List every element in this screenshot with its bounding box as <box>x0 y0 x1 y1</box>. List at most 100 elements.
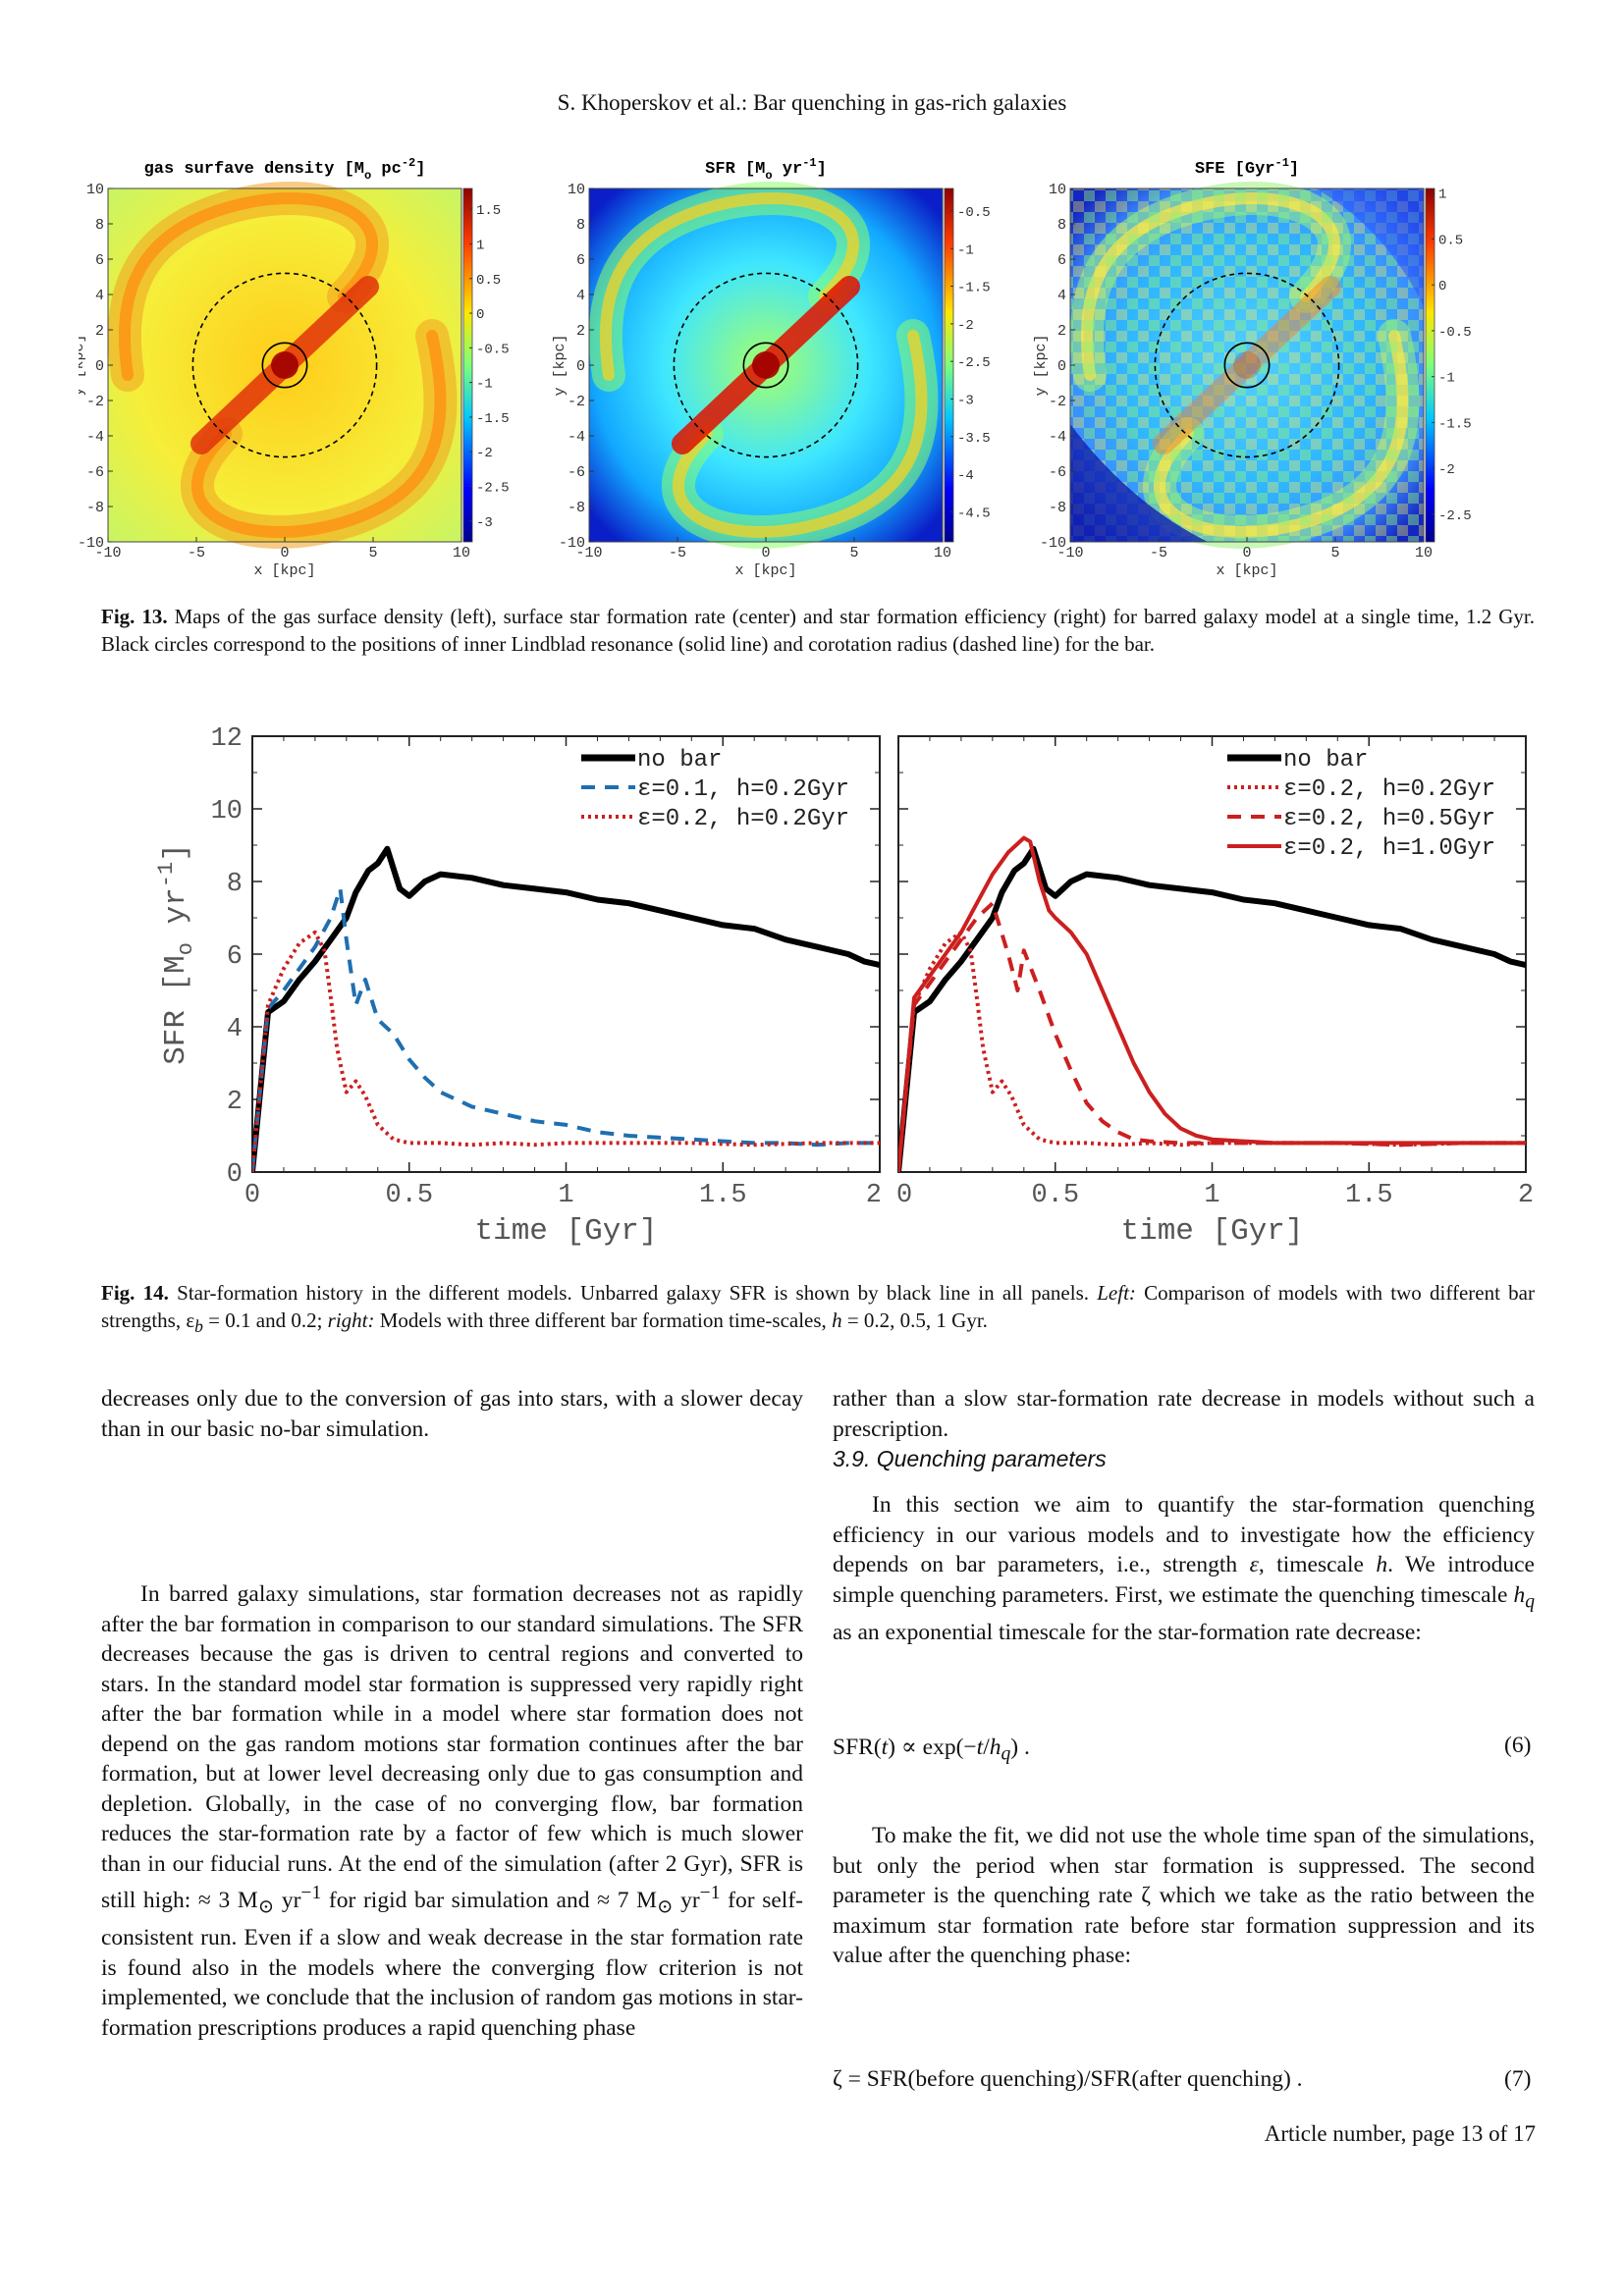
bar-structure <box>1153 276 1341 454</box>
nucleus <box>271 351 298 379</box>
map-void <box>1316 188 1424 306</box>
series-line <box>252 845 880 1172</box>
y-tick-label: 2 <box>95 323 104 340</box>
colorbar-tick-label: -1 <box>476 377 493 393</box>
map-panel-sfr: SFR [Mo yr-1] -10 -5 0 5 10 10 8 6 4 2 0 -2 -4 -6 -8 -10… <box>552 156 991 579</box>
page-footer: Article number, page 13 of 17 <box>1264 2121 1536 2146</box>
y-tick-label: 6 <box>1057 252 1066 269</box>
colorbar-tick-label: -4.5 <box>957 506 991 521</box>
y-tick-label: -4 <box>1049 429 1066 446</box>
colorbar-tick-label: 0 <box>476 307 484 323</box>
colorbar-tick-label: -2.5 <box>476 481 510 497</box>
y-tick-label: 0 <box>227 1160 243 1190</box>
colorbar-tick-label: -1.5 <box>957 281 991 296</box>
left-p2-c: for rigid bar simulation and ≈ 7 M <box>321 1887 658 1913</box>
colorbar-tick-label: 0 <box>1438 279 1446 294</box>
sun-symbol-2: ⊙ <box>657 1896 674 1918</box>
ilr-circle <box>1223 342 1271 389</box>
y-axis-label: SFR [Mo yr-1] <box>154 843 198 1065</box>
colorbar-tick-label: -2 <box>1438 462 1455 478</box>
map-texture <box>1070 188 1424 542</box>
y-tick-label: 10 <box>568 182 585 198</box>
right-paragraph-2: In this section we aim to quantify the s… <box>833 1490 1535 1647</box>
right-column-2: In this section we aim to quantify the s… <box>833 1490 1535 1647</box>
x-tick-label: -10 <box>575 545 602 561</box>
corotation-circle <box>673 272 859 458</box>
legend-label: no bar <box>1283 747 1368 774</box>
h-symbol: h <box>1376 1552 1388 1577</box>
exponent-1: −1 <box>300 1883 322 1903</box>
y-tick-label: -10 <box>79 535 104 552</box>
fig13-caption-label: Fig. 13. <box>101 605 168 628</box>
nucleus <box>752 351 780 379</box>
equation-7-number: (7) <box>1504 2066 1532 2092</box>
equation-6: SFR(t) ∝ exp(−t/hq) . <box>833 1733 1030 1766</box>
x-tick-label: 0 <box>896 1181 912 1210</box>
colorbar-tick-label: 0.5 <box>476 273 501 289</box>
y-tick-label: 0 <box>576 358 585 375</box>
y-tick-label: -2 <box>86 394 104 410</box>
y-tick-label: -2 <box>1049 394 1066 410</box>
y-tick-label: 0 <box>95 358 104 375</box>
y-tick-label: -10 <box>559 535 585 552</box>
eq6-lhs: SFR( <box>833 1735 882 1760</box>
exponent-2: −1 <box>699 1883 721 1903</box>
y-tick-label: -4 <box>568 429 585 446</box>
eq6-mid: ) ∝ exp(− <box>888 1735 977 1760</box>
series-line <box>898 845 1526 1172</box>
plot-frame <box>897 735 1527 1173</box>
y-tick-label: 4 <box>95 288 104 304</box>
map-panel-gas: gas surfave density [Mo pc-2]-10 -5 0 5 1010… <box>79 156 510 579</box>
y-axis-label: y [kpc] <box>552 334 568 396</box>
colorbar-tick-label: -2 <box>957 318 974 334</box>
y-tick-label: -4 <box>86 429 104 446</box>
x-axis-label: time [Gyr] <box>1120 1214 1303 1249</box>
colorbar-tick-label: -0.5 <box>1438 325 1472 341</box>
y-tick-label: 10 <box>211 797 243 827</box>
x-tick-label: -5 <box>669 545 686 561</box>
colorbar-tick-label: -2 <box>476 446 493 461</box>
x-tick-label: 5 <box>849 545 858 561</box>
colorbar-tick-label: -2.5 <box>957 355 991 371</box>
y-tick-label: 4 <box>1057 288 1066 304</box>
y-tick-label: 2 <box>576 323 585 340</box>
y-axis-label: y [kpc] <box>1033 334 1050 396</box>
x-tick-label: 1.5 <box>1345 1181 1393 1210</box>
figure-13: gas surfave density [Mo pc-2]-10 -5 0 5 1010… <box>79 156 1472 579</box>
fig14-caption-text4: Models with three different bar formatio… <box>374 1308 833 1332</box>
y-tick-label: -8 <box>86 500 104 516</box>
sfr-panel-left: 0 0.5 1 1.5 2 0 2 4 6 8 10 12 time [Gyr] no barε=0.1,… <box>211 724 882 1249</box>
colorbar-tick-label: -3.5 <box>957 431 991 447</box>
fig14-caption-text2: Comparison of models with two different … <box>101 1281 1535 1332</box>
left-p2-e: for self-consistent run. Even if a slow … <box>101 1887 803 2041</box>
colorbar-tick-label: -1 <box>957 242 974 258</box>
y-tick-label: -2 <box>568 394 585 410</box>
series-line <box>898 901 1526 1172</box>
fig14-caption-text5: = 0.2, 0.5, 1 Gyr. <box>841 1308 988 1332</box>
plot-frame <box>251 735 881 1173</box>
equation-7: ζ = SFR(before quenching)/SFR(after quen… <box>833 2066 1303 2092</box>
x-axis-label: x [kpc] <box>734 562 796 579</box>
x-tick-label: 5 <box>1330 545 1339 561</box>
x-tick-label: 0 <box>280 545 289 561</box>
left-column-2: In barred galaxy simulations, star forma… <box>101 1579 803 2043</box>
eq6-t: t <box>881 1735 889 1760</box>
colorbar-tick-label: -4 <box>957 468 974 484</box>
left-p2-b: yr <box>274 1887 301 1913</box>
y-tick-label: 12 <box>211 724 243 754</box>
y-tick-label: 6 <box>576 252 585 269</box>
y-tick-label: 8 <box>576 217 585 234</box>
y-tick-label: -6 <box>568 464 585 481</box>
legend-label: ε=0.2, h=1.0Gyr <box>1283 835 1495 862</box>
x-tick-label: 10 <box>934 545 951 561</box>
fig14-caption-label: Fig. 14. <box>101 1281 169 1305</box>
fig14-caption-text: Star-formation history in the different … <box>168 1281 1098 1305</box>
colorbar <box>944 187 954 543</box>
colorbar-tick-label: 1.5 <box>476 203 501 219</box>
y-tick-label: 8 <box>227 870 243 899</box>
colorbar-tick-label: -3 <box>476 515 493 531</box>
fig14-caption: Fig. 14. Star-formation history in the d… <box>101 1279 1535 1340</box>
colorbar <box>462 187 473 543</box>
corotation-circle <box>1154 272 1340 458</box>
